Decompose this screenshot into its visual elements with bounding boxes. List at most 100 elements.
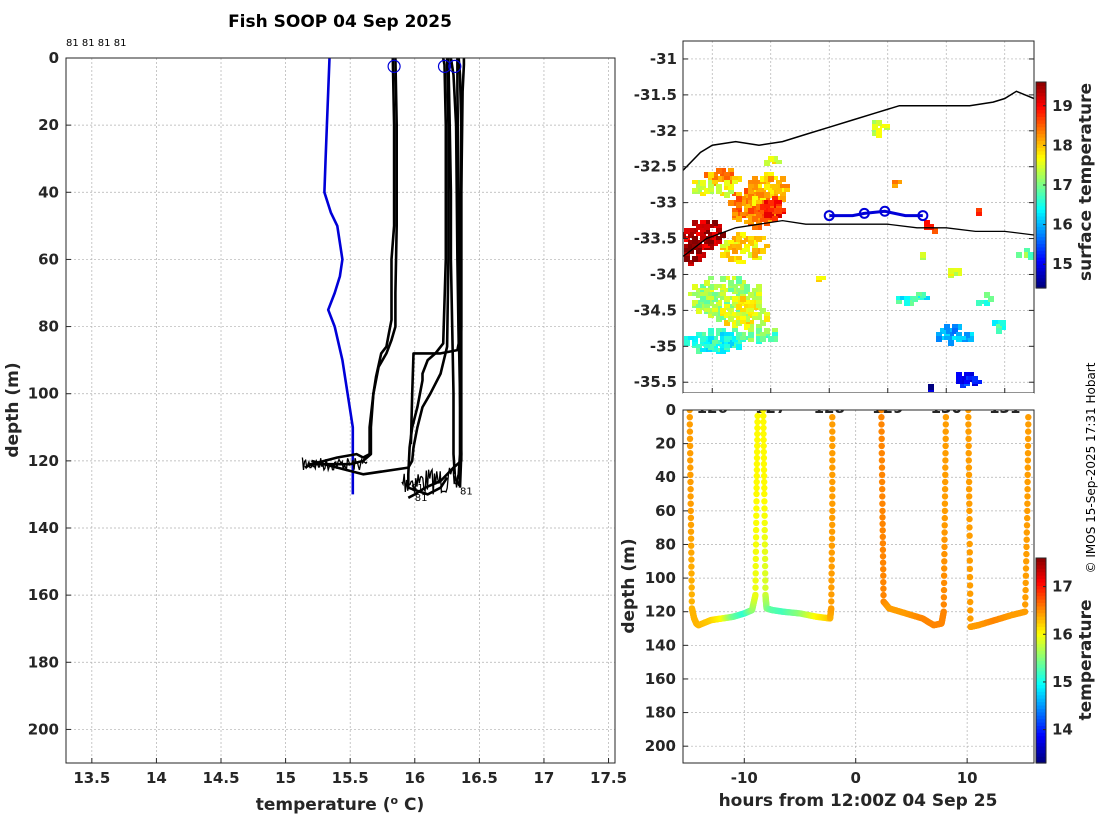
sst-pixel: [736, 256, 742, 262]
cast-point: [686, 428, 694, 435]
sst-pixel: [900, 296, 906, 300]
sst-pixel: [700, 228, 706, 232]
cast-point: [1022, 565, 1030, 572]
cast-point: [942, 478, 949, 486]
sst-pixel: [756, 212, 762, 218]
sst-pixel: [768, 192, 774, 198]
sst-pixel: [728, 296, 734, 300]
colorbar-swatch: [1036, 728, 1046, 733]
sst-pixel: [692, 284, 698, 290]
colorbar-swatch: [1036, 133, 1046, 138]
sst-pixel: [720, 288, 726, 294]
sst-pixel: [748, 252, 754, 258]
sst-pixel: [956, 336, 962, 342]
cast-point: [753, 448, 761, 456]
sst-pixel: [756, 288, 762, 294]
y-tick-label: 80: [38, 318, 59, 336]
sst-pixel: [952, 324, 958, 328]
sst-pixel: [716, 316, 722, 322]
sst-pixel: [712, 220, 718, 226]
cast-point: [687, 500, 694, 507]
sst-pixel: [708, 344, 714, 350]
profile-start-markers: [387, 59, 462, 73]
cast-point: [760, 412, 767, 420]
sst-pixel: [1000, 320, 1006, 326]
cast-point: [879, 546, 887, 553]
colorbar-tick-label: 19: [1052, 97, 1073, 115]
sst-pixel: [696, 308, 702, 314]
cast-point: [941, 500, 949, 507]
sst-pixel: [936, 336, 942, 342]
sst-pixel: [728, 316, 734, 322]
sst-pixel: [764, 192, 770, 198]
sst-pixel: [1000, 324, 1006, 330]
cast-point: [941, 550, 948, 558]
sst-pixel: [784, 188, 790, 192]
map-y-tick-label: -31: [650, 50, 677, 68]
sst-pixel: [756, 184, 762, 188]
sst-pixel: [704, 224, 710, 230]
colorbar-swatch: [1036, 130, 1046, 135]
sst-pixel: [752, 240, 758, 244]
cast-point: [880, 585, 887, 592]
cast-point: [879, 559, 887, 566]
sst-pixel: [740, 196, 746, 200]
sst-pixel: [732, 240, 738, 246]
cast-point: [761, 534, 768, 541]
colorbar-tick-label: 16: [1052, 625, 1073, 643]
y-tick-label: 20: [38, 116, 59, 134]
sst-pixel: [756, 216, 762, 222]
sst-pixel: [720, 336, 726, 342]
cast-point: [829, 428, 836, 435]
sst-pixel: [740, 312, 746, 318]
sst-pixel: [948, 336, 954, 340]
sst-pixel: [748, 336, 754, 342]
colorbar-swatch: [1036, 212, 1046, 217]
sst-pixel: [728, 200, 734, 206]
sst-pixel: [704, 188, 710, 194]
sst-pixel: [716, 292, 722, 298]
x-tick-label: 13.5: [73, 769, 110, 787]
map-y-tick-label: -33: [650, 194, 677, 212]
colorbar-swatch: [1036, 257, 1046, 262]
cast-point: [753, 466, 761, 474]
colorbar-swatch: [1036, 722, 1046, 727]
sst-pixel: [732, 180, 738, 184]
sst-pixel: [712, 304, 718, 310]
sst-pixel: [724, 172, 730, 178]
cast-point: [828, 577, 835, 584]
sst-pixel: [944, 324, 950, 330]
profile-x-ticks: 13.5 14 14.5 15 15.5 16 16.5 17 17.5: [73, 758, 627, 787]
cast-point: [879, 540, 887, 547]
cast-point: [760, 410, 767, 414]
sst-pixel: [732, 236, 738, 242]
cast-label: 81: [460, 486, 473, 497]
cast-point: [762, 584, 769, 591]
cast-point: [828, 591, 835, 598]
sst-pixel: [740, 308, 746, 312]
cast-point: [752, 577, 759, 584]
sst-pixel: [712, 336, 718, 340]
sst-pixel: [728, 308, 734, 314]
ship-track: [823, 205, 929, 222]
sst-pixel: [684, 340, 690, 346]
sst-pixel: [736, 344, 742, 350]
sst-pixel: [948, 268, 954, 274]
cast-point: [829, 486, 836, 493]
cast-profile-line: [406, 57, 449, 496]
sst-colorbar-label: surface temperature: [1076, 83, 1096, 281]
sst-pixel: [700, 220, 706, 224]
sst-pixel: [728, 340, 734, 346]
sst-pixel: [760, 320, 766, 326]
sst-pixel: [732, 324, 738, 330]
cast-point: [965, 435, 972, 442]
sst-pixel: [688, 240, 694, 246]
colorbar-frame: [1035, 557, 1047, 764]
sst-pixel: [712, 236, 718, 240]
sst-pixel: [764, 184, 770, 190]
cast-point: [1023, 529, 1030, 536]
sst-pixel: [728, 168, 734, 174]
sst-pixel: [700, 332, 706, 338]
sst-pixel: [872, 132, 878, 136]
sst-pixel: [744, 336, 750, 340]
